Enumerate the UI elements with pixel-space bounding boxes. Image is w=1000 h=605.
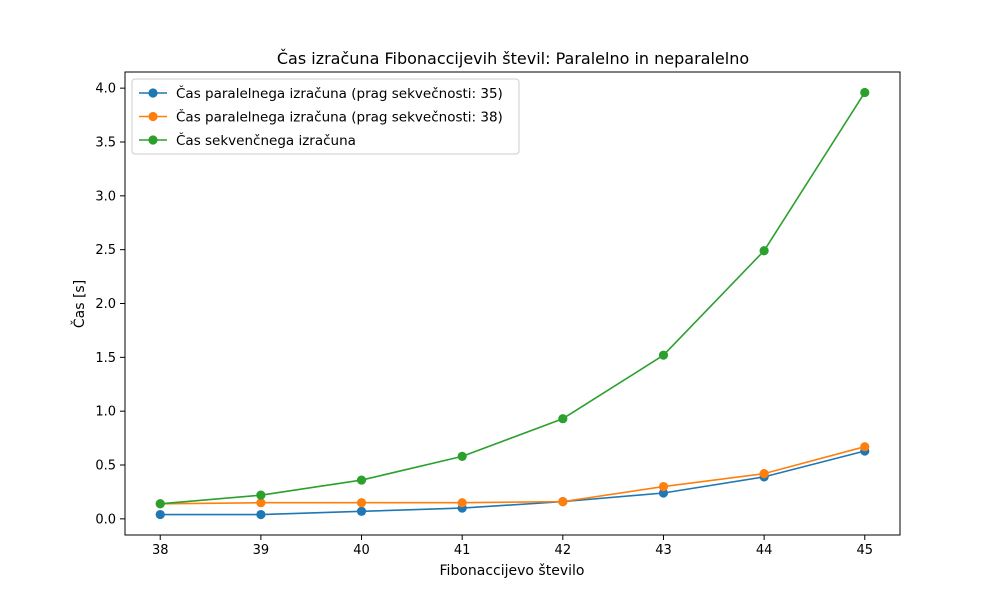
data-point-series-1 (256, 509, 266, 520)
data-point-series-2 (658, 481, 669, 492)
data-point-series-3 (356, 475, 367, 485)
legend-marker (148, 135, 158, 145)
legend: Čas paralelnega izračuna (prag sekvečnos… (131, 78, 520, 155)
data-point-series-3 (860, 87, 870, 98)
data-point-series-2 (457, 498, 467, 508)
legend-box (131, 78, 520, 155)
y-tick-label: 3.5 (95, 135, 116, 150)
legend-marker (148, 88, 158, 98)
plot-frame (124, 71, 901, 536)
legend-label: Čas paralelnega izračuna (prag sekvečnos… (176, 84, 503, 102)
x-tick-label: 39 (253, 543, 270, 558)
x-tick-label: 38 (152, 543, 169, 558)
y-tick-label: 1.0 (95, 405, 116, 420)
plot-area: 38 39 40 41 42 43 44 45 0.0 0.5 1.0 1.5 2.0 2.5 3.0 3.5… (95, 71, 901, 558)
data-point-series-3 (155, 499, 165, 509)
x-tick-label: 40 (353, 543, 370, 558)
y-tick-label: 1.5 (95, 351, 116, 366)
x-tick-label: 45 (856, 543, 873, 558)
data-point-series-3 (256, 490, 266, 500)
y-tick-label: 4.0 (95, 82, 116, 97)
data-point-series-2 (759, 469, 769, 479)
series-line-3 (160, 92, 866, 505)
data-point-series-3 (658, 350, 669, 360)
y-tick-label: 3.0 (95, 189, 116, 204)
y-tick-label: 0.5 (95, 459, 116, 474)
y-tick-label: 2.0 (95, 297, 116, 312)
chart-title: Čas izračuna Fibonaccijevih števil: Para… (277, 49, 749, 68)
data-point-series-2 (860, 442, 870, 452)
x-tick-label: 43 (655, 543, 672, 558)
data-point-series-1 (658, 488, 669, 498)
legend-label: Čas sekvenčnega izračuna (176, 131, 356, 149)
legend-item: Čas sekvenčnega izračuna (139, 131, 356, 149)
y-tick-label: 0.0 (95, 512, 116, 527)
data-point-series-3 (457, 451, 467, 461)
x-tick-label: 41 (454, 543, 471, 558)
legend-label: Čas paralelnega izračuna (prag sekvečnos… (176, 108, 503, 126)
x-axis-label: Fibonaccijevo število (440, 563, 585, 579)
data-point-series-3 (759, 246, 769, 256)
data-point-series-1 (356, 506, 367, 516)
data-point-series-2 (558, 497, 568, 507)
x-tick-label: 42 (555, 543, 572, 558)
series-line-1 (160, 450, 865, 516)
data-point-series-2 (256, 498, 266, 508)
x-tick-label: 44 (756, 543, 773, 558)
legend-marker (148, 111, 158, 122)
legend-item: Čas paralelnega izračuna (prag sekvečnos… (139, 84, 503, 102)
y-tick-label: 2.5 (95, 243, 116, 258)
data-point-series-1 (155, 509, 165, 520)
y-axis-label: Čas [s] (70, 280, 88, 328)
data-point-series-2 (356, 498, 367, 508)
legend-item: Čas paralelnega izračuna (prag sekvečnos… (139, 108, 503, 126)
data-point-series-3 (558, 414, 568, 424)
series-line-2 (160, 445, 865, 505)
